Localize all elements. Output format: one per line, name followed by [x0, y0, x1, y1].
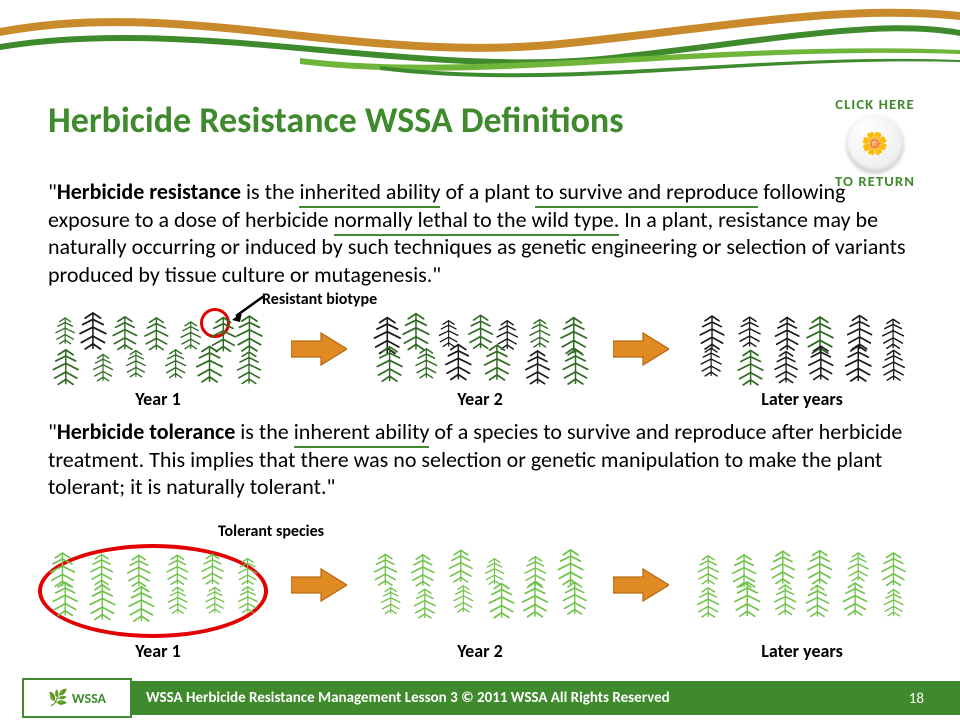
page-number: 18 — [909, 690, 924, 708]
footer-text: WSSA Herbicide Resistance Management Les… — [132, 681, 960, 715]
page-title: Herbicide Resistance WSSA Definitions — [48, 98, 624, 142]
definition-resistance: "Herbicide resistance is the inherited a… — [48, 178, 912, 288]
wssa-logo: 🌿WSSA — [22, 678, 132, 718]
tolerance-year-labels: Year 1Year 2Later years — [48, 640, 912, 662]
tolerance-diagram — [48, 530, 912, 640]
arrow-icon — [291, 567, 347, 603]
footer: 🌿WSSA WSSA Herbicide Resistance Manageme… — [0, 676, 960, 720]
resistance-diagram — [48, 304, 912, 394]
arrow-icon — [613, 331, 669, 367]
arrow-icon — [613, 567, 669, 603]
dandelion-icon: 🌼 — [847, 115, 903, 171]
tolerance-year1 — [48, 545, 268, 625]
resistance-later — [692, 309, 912, 389]
click-here-top: CLICK HERE — [817, 96, 933, 113]
resistance-year1 — [48, 309, 268, 389]
definition-tolerance: "Herbicide tolerance is the inherent abi… — [48, 418, 912, 501]
arrow-icon — [291, 331, 347, 367]
tolerance-year2 — [370, 545, 590, 625]
tolerance-later — [692, 545, 912, 625]
header-swoosh — [0, 0, 960, 80]
resistance-year2 — [370, 309, 590, 389]
resistance-year-labels: Year 1Year 2Later years — [48, 388, 912, 410]
